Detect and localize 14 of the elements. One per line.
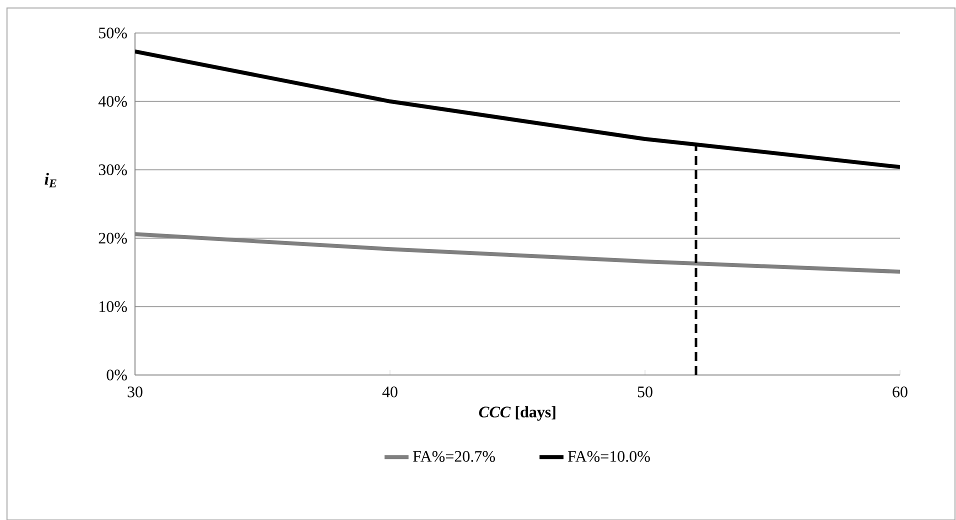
y-tick-label: 20% [98, 232, 127, 244]
x-tick-label: 60 [892, 386, 908, 398]
y-axis-title: i$_{E}$ [44, 172, 56, 188]
x-tick-label: 50 [638, 386, 652, 398]
x-axis-title: CCC [days] [479, 406, 556, 421]
x-tick-label: 30 [128, 386, 142, 398]
y-tick-label: 10% [100, 301, 127, 312]
y-tick-label: 30% [98, 164, 127, 176]
y-tick-label: 0% [106, 370, 127, 380]
x-tick-label: 40 [382, 386, 398, 398]
legend-label: FA%=20.7% [413, 451, 495, 462]
legend-label: FA%=10.0% [568, 451, 650, 462]
y-tick-label: 40% [98, 96, 127, 107]
y-tick-label: 50% [99, 28, 127, 38]
